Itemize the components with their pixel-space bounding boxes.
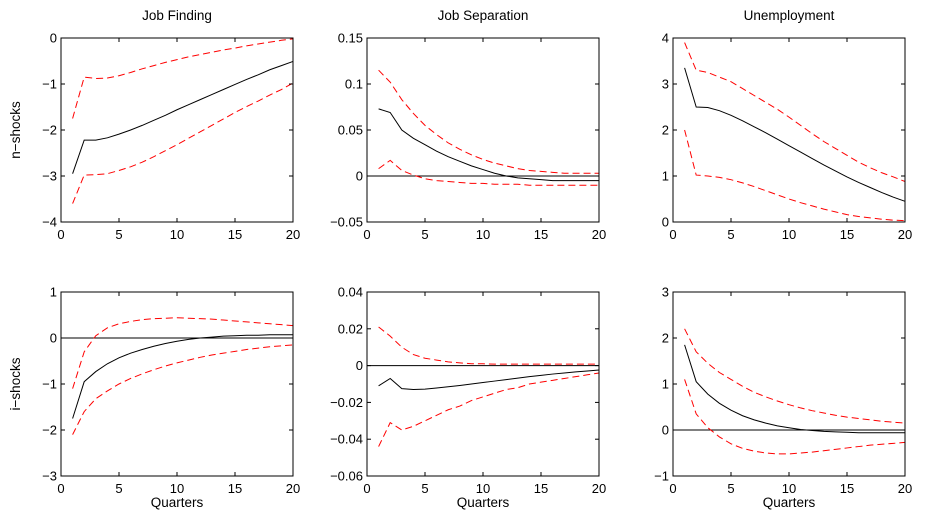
- axes-frame: [60, 291, 294, 477]
- y-tick-label: 0: [356, 358, 363, 373]
- y-tick-label: 0: [662, 215, 669, 230]
- y-tick-label: −4: [42, 215, 57, 230]
- confidence-band-lower: [72, 82, 294, 204]
- x-tick-label: 15: [840, 481, 854, 496]
- x-tick-label: 10: [782, 227, 796, 242]
- x-tick-label: 5: [727, 227, 734, 242]
- impulse-response-line: [378, 369, 600, 391]
- y-tick-label: 3: [662, 77, 669, 92]
- x-tick-label: 15: [228, 227, 242, 242]
- y-tick-label: 1: [50, 285, 57, 300]
- y-tick-label: 0: [50, 331, 57, 346]
- x-axis-label: Quarters: [763, 495, 816, 510]
- x-tick-label: 5: [421, 481, 428, 496]
- confidence-band-upper: [684, 328, 906, 424]
- impulse-response-line: [684, 67, 906, 202]
- subplot-5: 0 5 10 15 20 −0.06 −0.04 −0.02 0 0.02 0.04 Quarters: [330, 285, 606, 511]
- impulse-response-line: [684, 344, 905, 434]
- y-tick-label: −3: [42, 469, 57, 484]
- x-tick-label: 10: [170, 481, 184, 496]
- confidence-band-upper: [378, 326, 599, 365]
- confidence-band-upper: [72, 317, 294, 389]
- y-tick-label: −2: [42, 123, 57, 138]
- y-tick-label: 0: [356, 169, 363, 184]
- confidence-band-lower: [378, 159, 599, 186]
- axes-frame: [672, 291, 906, 477]
- x-tick-label: 10: [476, 481, 490, 496]
- y-tick-label: 2: [662, 123, 669, 138]
- y-tick-label: −0.02: [330, 395, 363, 410]
- y-tick-label: −1: [42, 377, 57, 392]
- x-tick-label: 5: [421, 227, 428, 242]
- impulse-response-line: [72, 334, 293, 419]
- y-tick-label: 0: [662, 423, 669, 438]
- confidence-band-lower: [684, 379, 906, 455]
- y-tick-label: 0.15: [338, 31, 363, 46]
- x-tick-label: 15: [534, 481, 548, 496]
- x-tick-label: 0: [363, 227, 370, 242]
- axes-frame: [366, 291, 600, 477]
- impulse-response-line: [378, 108, 599, 182]
- confidence-band-lower: [72, 344, 294, 435]
- x-tick-label: 20: [286, 481, 300, 496]
- y-tick-label: 0.05: [338, 123, 363, 138]
- x-axis-label: Quarters: [151, 495, 204, 510]
- y-tick-label: −3: [42, 169, 57, 184]
- y-tick-label: 4: [662, 31, 669, 46]
- x-tick-label: 10: [170, 227, 184, 242]
- y-tick-label: 0: [50, 31, 57, 46]
- y-tick-label: −0.04: [330, 432, 363, 447]
- y-tick-label: −1: [654, 469, 669, 484]
- confidence-band-upper: [684, 42, 906, 182]
- x-tick-label: 5: [727, 481, 734, 496]
- subplot-title: Job Separation: [438, 8, 529, 23]
- x-tick-label: 20: [592, 481, 606, 496]
- confidence-band-lower: [378, 372, 600, 447]
- y-tick-label: −2: [42, 423, 57, 438]
- subplot-title: Job Finding: [142, 8, 212, 23]
- y-tick-label: −0.06: [330, 469, 363, 484]
- y-tick-label: 0.04: [338, 285, 363, 300]
- y-tick-label: 1: [662, 377, 669, 392]
- x-tick-label: 0: [363, 481, 370, 496]
- y-tick-label: 0.02: [338, 321, 363, 336]
- subplot-title: Unemployment: [744, 8, 835, 23]
- x-tick-label: 5: [115, 227, 122, 242]
- confidence-band-upper: [72, 38, 294, 119]
- x-tick-label: 0: [669, 481, 676, 496]
- confidence-band-lower: [684, 129, 906, 222]
- x-tick-label: 15: [534, 227, 548, 242]
- x-tick-label: 10: [782, 481, 796, 496]
- y-tick-label: 0.1: [345, 77, 363, 92]
- x-tick-label: 0: [57, 481, 64, 496]
- x-tick-label: 0: [669, 227, 676, 242]
- y-tick-label: 1: [662, 169, 669, 184]
- x-tick-label: 20: [592, 227, 606, 242]
- x-tick-label: 20: [898, 481, 912, 496]
- impulse-response-line: [72, 60, 294, 174]
- x-tick-label: 20: [898, 227, 912, 242]
- x-axis-label: Quarters: [457, 495, 510, 510]
- axes-frame: [672, 37, 906, 223]
- subplot-1: 0 5 10 15 20 −4 −3 −2 −1 0 Job Finding n−shocks: [8, 8, 300, 242]
- y-axis-label: n−shocks: [8, 101, 23, 159]
- confidence-band-upper: [378, 69, 599, 174]
- x-tick-label: 15: [228, 481, 242, 496]
- y-tick-label: 2: [662, 331, 669, 346]
- y-tick-label: 3: [662, 285, 669, 300]
- subplot-3: 0 5 10 15 20 0 1 2 3 4 Unemployment: [662, 8, 912, 242]
- y-axis-label: i−shocks: [8, 357, 23, 410]
- x-tick-label: 5: [115, 481, 122, 496]
- x-tick-label: 15: [840, 227, 854, 242]
- x-tick-label: 20: [286, 227, 300, 242]
- y-tick-label: −0.05: [330, 215, 363, 230]
- y-tick-label: −1: [42, 77, 57, 92]
- x-tick-label: 10: [476, 227, 490, 242]
- axes-frame: [60, 37, 294, 223]
- x-tick-label: 0: [57, 227, 64, 242]
- subplot-4: 0 5 10 15 20 −3 −2 −1 0 1 i−shocks Quarters: [8, 285, 300, 511]
